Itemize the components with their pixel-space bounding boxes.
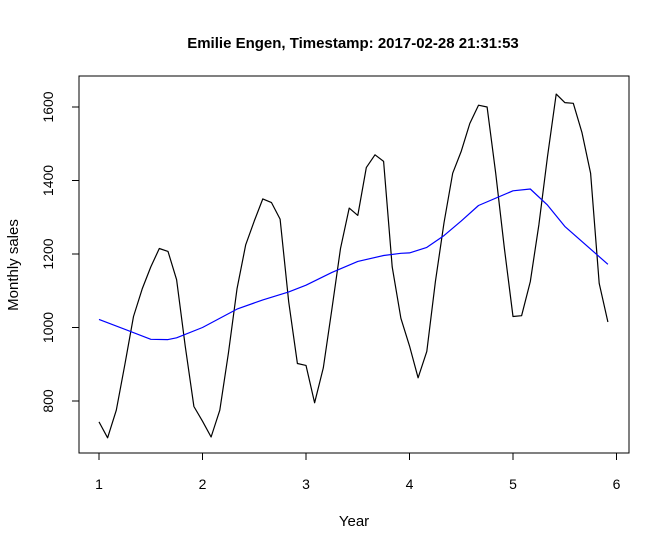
x-tick-label: 4 (406, 476, 414, 492)
y-tick-label: 800 (40, 389, 56, 413)
x-tick-label: 5 (509, 476, 517, 492)
y-axis-label: Monthly sales (5, 219, 22, 311)
x-tick-label: 2 (199, 476, 207, 492)
trend-line (98, 188, 609, 341)
x-tick-label: 1 (95, 476, 103, 492)
x-tick-label: 3 (302, 476, 310, 492)
y-tick-label: 1000 (40, 312, 56, 343)
monthly-sales-line (98, 93, 609, 439)
x-axis-label: Year (339, 513, 369, 530)
chart-title: Emilie Engen, Timestamp: 2017-02-28 21:3… (187, 35, 519, 52)
y-tick-label: 1400 (40, 165, 56, 196)
y-tick-label: 1600 (40, 91, 56, 122)
plot-frame (78, 75, 630, 454)
series-layer (98, 93, 609, 439)
x-tick-label: 6 (613, 476, 621, 492)
y-tick-label: 1200 (40, 238, 56, 269)
axes: 1 2 3 4 5 6 800 1000 1200 1400 1600 (40, 91, 621, 492)
